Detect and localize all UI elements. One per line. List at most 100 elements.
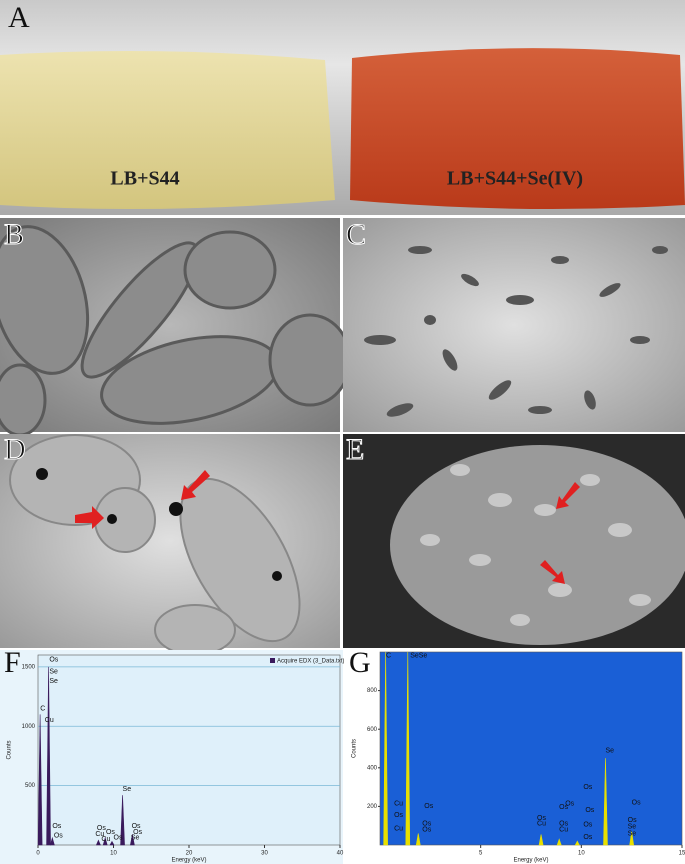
panel-label: G: [349, 646, 371, 679]
peak-label: Os: [559, 804, 568, 811]
plot-area: [379, 651, 683, 846]
peak-label: Os: [394, 812, 403, 819]
spectrum-chart: 500 1000 1500 0 10 20 30 40 Energy (keV) Counts Os…: [0, 646, 344, 864]
peak: [49, 836, 55, 846]
peak: [46, 666, 51, 846]
peak: [109, 840, 115, 846]
peak-label: Os: [422, 826, 431, 833]
bright-region: [390, 445, 685, 645]
y-tick-label: 600: [367, 727, 378, 733]
peak-label: Os: [537, 815, 546, 822]
x-tick-label: 40: [337, 851, 344, 857]
peak-label: Cu: [101, 836, 110, 843]
arrows: [75, 470, 210, 529]
panel-e: E: [343, 432, 685, 648]
y-axis-label: Counts: [7, 740, 13, 759]
peak-label: Se: [49, 668, 58, 675]
peak: [556, 838, 562, 846]
peak-label: Cu: [559, 826, 568, 833]
peak-label: Os: [422, 821, 431, 828]
peak-label: Se: [628, 830, 637, 837]
peak-label: Os: [132, 823, 141, 830]
panel-a: A LB+S44 LB+S44+Se(IV): [0, 0, 685, 215]
peak-label: Cu: [394, 825, 403, 832]
peak-label: Os: [583, 822, 592, 829]
x-tick-label: 20: [186, 851, 193, 857]
y-tick-label: 200: [367, 804, 378, 810]
nanoparticles: [36, 468, 282, 581]
panel-label: E: [346, 433, 364, 466]
legend: Acquire EDX (3_Data.txt): [277, 659, 344, 665]
peak-label: Se: [123, 786, 132, 793]
peak: [130, 834, 135, 846]
panel-c: C: [343, 217, 685, 432]
x-tick-label: 5: [479, 851, 483, 857]
peak-label: Os: [632, 799, 641, 806]
peak-label: Os: [106, 829, 115, 836]
peak-label: Os: [52, 823, 61, 830]
peak-label: C: [40, 705, 45, 712]
y-tick-label: 1000: [22, 724, 36, 730]
panel-b: B: [0, 217, 352, 437]
peak: [629, 831, 635, 846]
peak-label: Se: [49, 678, 58, 685]
peak-label: Os: [54, 832, 63, 839]
y-tick-label: 800: [367, 688, 378, 694]
peak-label: Os: [49, 657, 58, 664]
peak-label: Se: [605, 747, 614, 754]
panel-label: D: [4, 433, 26, 466]
caption: LB+S44+Se(IV): [447, 168, 583, 190]
peak: [95, 839, 101, 846]
x-tick-label: 15: [679, 851, 685, 857]
x-axis-label: Energy (keV): [513, 858, 548, 864]
peak: [37, 714, 43, 846]
peak-label: Os: [424, 803, 433, 810]
peak: [574, 840, 580, 846]
arrows: [540, 482, 580, 584]
y-tick-label: 400: [367, 765, 378, 771]
peak-label: Se: [131, 835, 140, 842]
flask-red: [350, 48, 685, 209]
peak-label: Os: [628, 817, 637, 824]
peak: [603, 758, 608, 846]
caption: LB+S44: [110, 168, 179, 190]
x-tick-label: 10: [578, 851, 585, 857]
panel-label: A: [8, 1, 30, 34]
peak-label: Os: [97, 825, 106, 832]
panel-d: D: [0, 432, 340, 656]
y-tick-label: 1500: [22, 664, 36, 670]
y-tick-label: 500: [25, 783, 36, 789]
peak: [102, 836, 108, 846]
peak-label: Cu: [95, 831, 104, 838]
legend-swatch: [270, 658, 275, 663]
x-tick-label: 0: [36, 851, 40, 857]
panel-label: B: [4, 218, 24, 251]
x-tick-label: 10: [110, 851, 117, 857]
cells: [364, 246, 668, 417]
cells: [420, 464, 651, 626]
peak-label: Os: [114, 835, 123, 842]
panel-label: C: [346, 218, 366, 251]
peak: [538, 834, 544, 846]
peak-label: Os: [559, 821, 568, 828]
panel-label: F: [4, 646, 21, 679]
micrograph: [343, 218, 685, 432]
cells: [0, 225, 352, 437]
peak-label: Cu: [394, 800, 403, 807]
peak-label: Cu: [45, 717, 54, 724]
peak-label: Os: [133, 829, 142, 836]
peak: [415, 833, 421, 846]
flask-yellow: [0, 51, 335, 209]
peak-label: C: [386, 653, 391, 660]
peak-label: SeSe: [410, 653, 427, 660]
peak-label: Os: [565, 800, 574, 807]
peak-label: Os: [583, 784, 592, 791]
x-tick-label: 30: [261, 851, 268, 857]
peak-label: Cu: [537, 821, 546, 828]
peak-label: Se: [628, 824, 637, 831]
peak-label: Os: [583, 834, 592, 841]
peak: [405, 651, 411, 846]
peak: [120, 795, 125, 846]
